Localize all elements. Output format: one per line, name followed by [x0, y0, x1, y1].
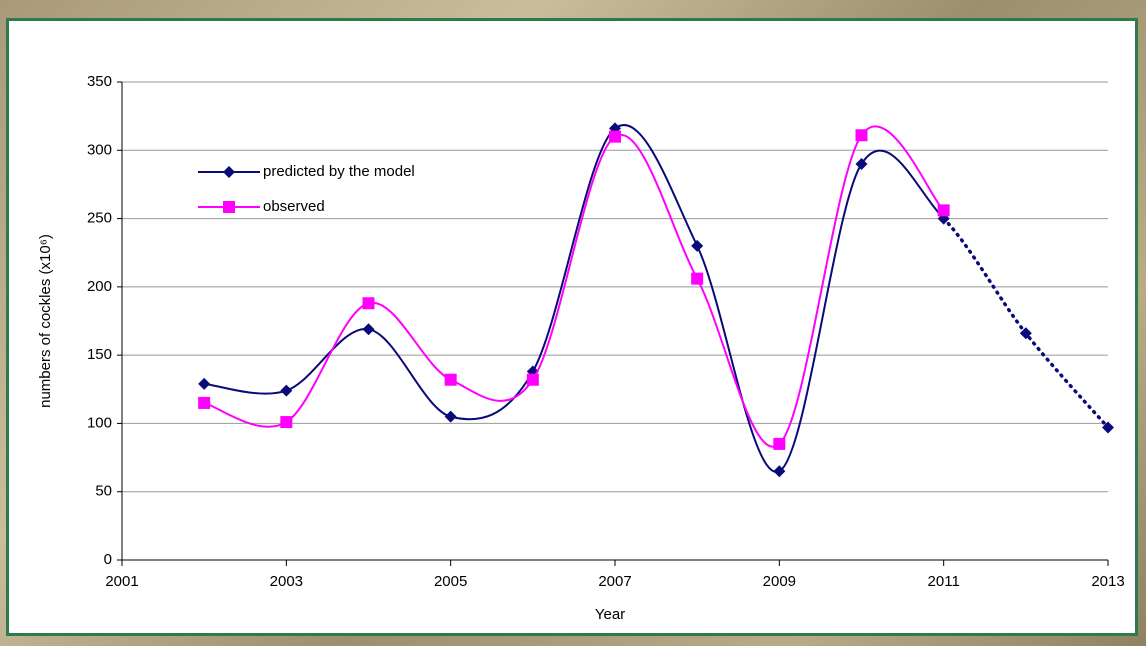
legend-label: observed — [263, 198, 325, 215]
x-tick-label: 2005 — [434, 573, 467, 590]
marker — [691, 239, 704, 252]
y-tick-label: 250 — [87, 210, 112, 227]
y-tick-label: 350 — [87, 73, 112, 90]
legend-label: predicted by the model — [263, 163, 415, 180]
marker — [855, 129, 868, 142]
chart-panel — [6, 18, 1138, 636]
marker — [444, 373, 457, 386]
series-line-dotted — [941, 216, 1110, 430]
x-tick-label: 2013 — [1091, 573, 1124, 590]
y-tick-label: 0 — [104, 551, 112, 568]
y-tick-label: 50 — [95, 483, 112, 500]
marker — [198, 396, 211, 409]
marker — [937, 204, 950, 217]
marker — [1102, 421, 1114, 434]
y-tick-label: 300 — [87, 141, 112, 158]
marker — [609, 130, 621, 143]
x-tick-label: 2009 — [763, 573, 796, 590]
marker — [362, 297, 375, 310]
marker — [280, 416, 293, 429]
x-tick-label: 2011 — [928, 573, 960, 590]
x-tick-label: 2007 — [598, 573, 631, 590]
marker — [691, 272, 704, 285]
marker — [773, 437, 786, 450]
marker — [773, 465, 786, 478]
legend-marker — [223, 166, 235, 178]
legend-marker — [223, 201, 235, 213]
marker — [280, 384, 293, 397]
x-tick-label: 2003 — [270, 573, 303, 590]
marker — [855, 157, 868, 170]
y-tick-label: 150 — [87, 346, 112, 363]
x-tick-label: 2001 — [105, 573, 138, 590]
y-tick-label: 200 — [87, 278, 112, 295]
marker — [1019, 327, 1032, 340]
y-tick-label: 100 — [87, 414, 112, 431]
y-axis-label: numbers of cockles (x10⁶) — [37, 234, 54, 408]
marker — [526, 373, 539, 386]
marker — [362, 323, 375, 336]
marker — [198, 377, 211, 390]
marker — [444, 410, 457, 423]
x-axis-label: Year — [595, 606, 625, 623]
